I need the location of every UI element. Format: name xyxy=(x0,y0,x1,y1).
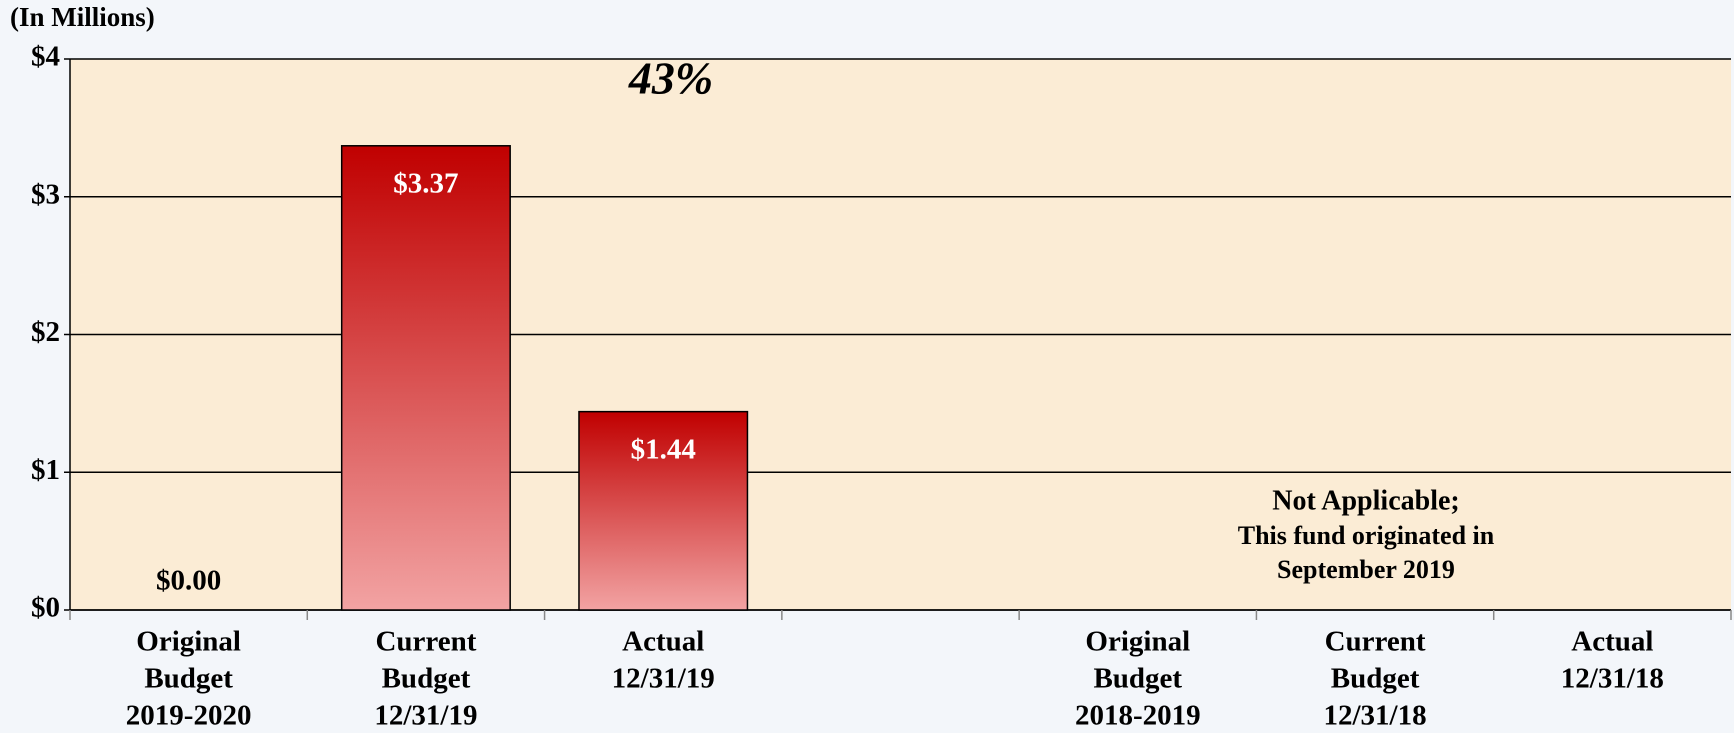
bar xyxy=(340,145,511,611)
data-label: $0.00 xyxy=(156,565,221,597)
x-tick-label: 12/31/18 xyxy=(1324,700,1427,732)
data-label: $1.44 xyxy=(631,433,696,465)
x-tick-label: Original xyxy=(1085,626,1190,658)
data-label: $3.37 xyxy=(393,167,458,199)
bar xyxy=(578,410,749,611)
percent-annotation: 43% xyxy=(628,53,713,104)
y-tick-label: $1 xyxy=(31,454,60,486)
x-tick-label: 12/31/18 xyxy=(1561,663,1664,695)
x-tick-label: Current xyxy=(375,626,476,658)
y-axis-label: (In Millions) xyxy=(10,2,155,32)
x-tick-label: Actual xyxy=(622,626,704,658)
x-tick-label: Current xyxy=(1325,626,1426,658)
x-tick-label: 12/31/19 xyxy=(612,663,715,695)
x-tick-label: Budget xyxy=(382,663,471,695)
y-tick-label: $2 xyxy=(31,316,60,348)
x-tick-label: 2018-2019 xyxy=(1075,700,1201,732)
x-tick-label: 12/31/19 xyxy=(374,700,477,732)
x-tick-label: Budget xyxy=(1331,663,1420,695)
x-tick-label: Budget xyxy=(1093,663,1182,695)
y-tick-label: $3 xyxy=(31,178,60,210)
y-tick-label: $0 xyxy=(31,592,60,624)
note: This fund originated in xyxy=(1238,521,1495,550)
note: Not Applicable; xyxy=(1272,485,1459,516)
y-tick-label: $4 xyxy=(31,41,60,73)
x-tick-label: Original xyxy=(136,626,241,658)
x-tick-label: 2019-2020 xyxy=(126,700,252,732)
x-tick-label: Actual xyxy=(1571,626,1653,658)
note: September 2019 xyxy=(1277,555,1455,584)
x-tick-label: Budget xyxy=(144,663,233,695)
